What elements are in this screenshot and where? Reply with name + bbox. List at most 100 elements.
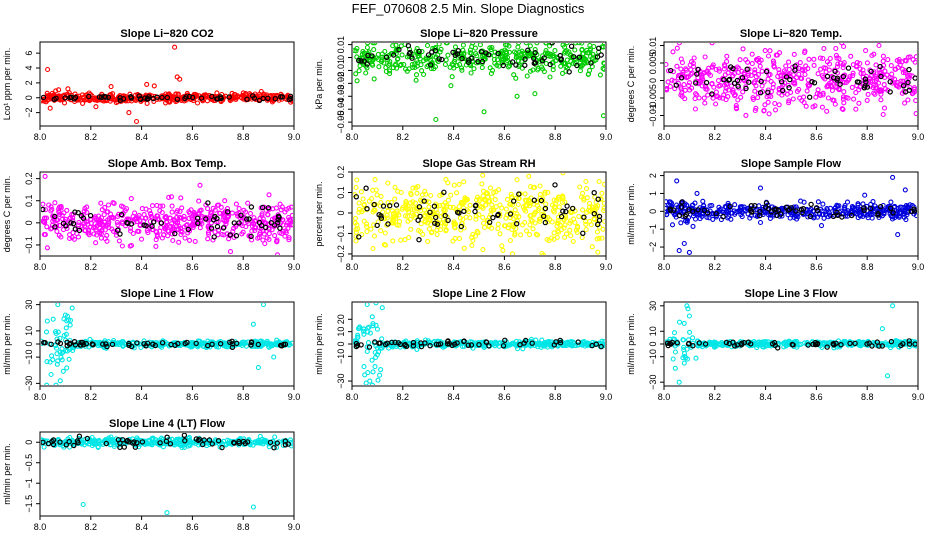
data-point — [377, 203, 383, 209]
data-point — [873, 62, 879, 68]
x-tick-label: 9.0 — [600, 262, 613, 272]
outlier-point — [194, 100, 201, 106]
outlier-point — [57, 378, 63, 384]
data-point — [829, 87, 835, 94]
data-point — [823, 211, 829, 217]
y-tick-label: 0 — [24, 95, 34, 100]
highlight-point — [763, 200, 770, 206]
highlight-point — [416, 48, 422, 55]
highlight-point — [734, 77, 741, 84]
data-point — [768, 212, 774, 218]
data-point — [832, 83, 839, 89]
highlight-point — [595, 221, 601, 228]
data-point — [482, 202, 489, 208]
y-tick-label: −1 — [648, 224, 658, 234]
data-point — [58, 354, 64, 360]
data-point — [865, 79, 871, 85]
outlier-point — [133, 118, 140, 125]
plot-frame — [663, 171, 919, 257]
data-point — [553, 57, 559, 63]
data-point — [436, 43, 442, 47]
data-point — [678, 56, 684, 62]
highlight-point — [735, 83, 741, 89]
highlight-point — [581, 214, 587, 220]
data-point — [284, 220, 290, 226]
data-point — [824, 59, 831, 65]
highlight-point — [589, 342, 595, 349]
outlier-point — [600, 113, 605, 119]
data-point — [105, 221, 112, 227]
data-point — [562, 222, 568, 228]
data-point — [413, 211, 419, 217]
data-point — [115, 340, 121, 346]
data-point — [863, 73, 869, 79]
highlight-point — [63, 223, 69, 229]
data-point — [99, 207, 105, 213]
data-point — [810, 104, 816, 110]
data-point — [421, 71, 427, 78]
outlier-point — [757, 185, 764, 191]
highlight-point — [205, 200, 211, 206]
data-point — [715, 78, 722, 84]
data-point — [840, 94, 846, 100]
highlight-point — [364, 61, 370, 67]
highlight-point — [788, 205, 795, 211]
data-point — [601, 181, 605, 187]
data-point — [706, 215, 712, 221]
highlight-point — [591, 210, 598, 217]
data-point — [165, 233, 171, 239]
data-point — [119, 243, 125, 249]
data-point — [474, 228, 480, 234]
highlight-point — [912, 341, 917, 347]
highlight-point — [701, 207, 708, 213]
highlight-point — [686, 207, 692, 213]
highlight-point — [888, 338, 895, 345]
highlight-point — [389, 339, 395, 346]
data-point — [529, 218, 535, 224]
data-point — [169, 221, 175, 227]
highlight-point — [406, 50, 413, 57]
data-point — [63, 325, 69, 331]
x-tick-label: 8.2 — [397, 392, 410, 402]
data-point — [492, 49, 498, 55]
highlight-point — [195, 220, 201, 226]
data-point — [222, 198, 228, 204]
data-point — [768, 78, 774, 85]
data-point — [481, 224, 488, 231]
data-point — [737, 57, 743, 63]
highlight-point — [353, 194, 359, 200]
x-tick-label: 8.6 — [186, 262, 199, 272]
data-point — [567, 227, 573, 233]
highlight-point — [667, 206, 674, 212]
data-point — [858, 70, 864, 76]
highlight-point — [748, 207, 754, 213]
data-point — [855, 341, 861, 347]
data-point — [713, 214, 719, 220]
data-point — [490, 207, 496, 213]
data-point — [353, 48, 359, 54]
data-point — [783, 343, 789, 349]
data-point — [678, 220, 684, 226]
data-point — [893, 66, 899, 72]
panel-title: Slope Line 3 Flow — [745, 288, 838, 300]
data-point — [274, 239, 280, 245]
data-point — [665, 68, 672, 74]
data-point — [487, 65, 493, 71]
outlier-point — [144, 81, 150, 87]
data-point — [443, 57, 449, 63]
data-point — [543, 43, 549, 46]
data-point — [913, 98, 917, 104]
data-point — [239, 92, 245, 99]
panel-title: Slope Line 1 Flow — [121, 288, 214, 300]
highlight-point — [258, 222, 265, 229]
y-tick-label: 4 — [24, 66, 34, 71]
x-tick-label: 8.8 — [549, 392, 562, 402]
data-point — [513, 214, 519, 220]
data-point — [776, 102, 782, 108]
outlier-point — [895, 232, 901, 238]
data-point — [471, 66, 477, 72]
highlight-point — [832, 68, 838, 75]
highlight-point — [547, 61, 553, 68]
data-point — [504, 196, 511, 202]
data-point — [186, 237, 193, 243]
